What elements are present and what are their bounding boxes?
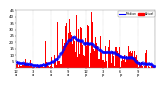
Legend: Median, Actual: Median, Actual xyxy=(118,11,155,17)
